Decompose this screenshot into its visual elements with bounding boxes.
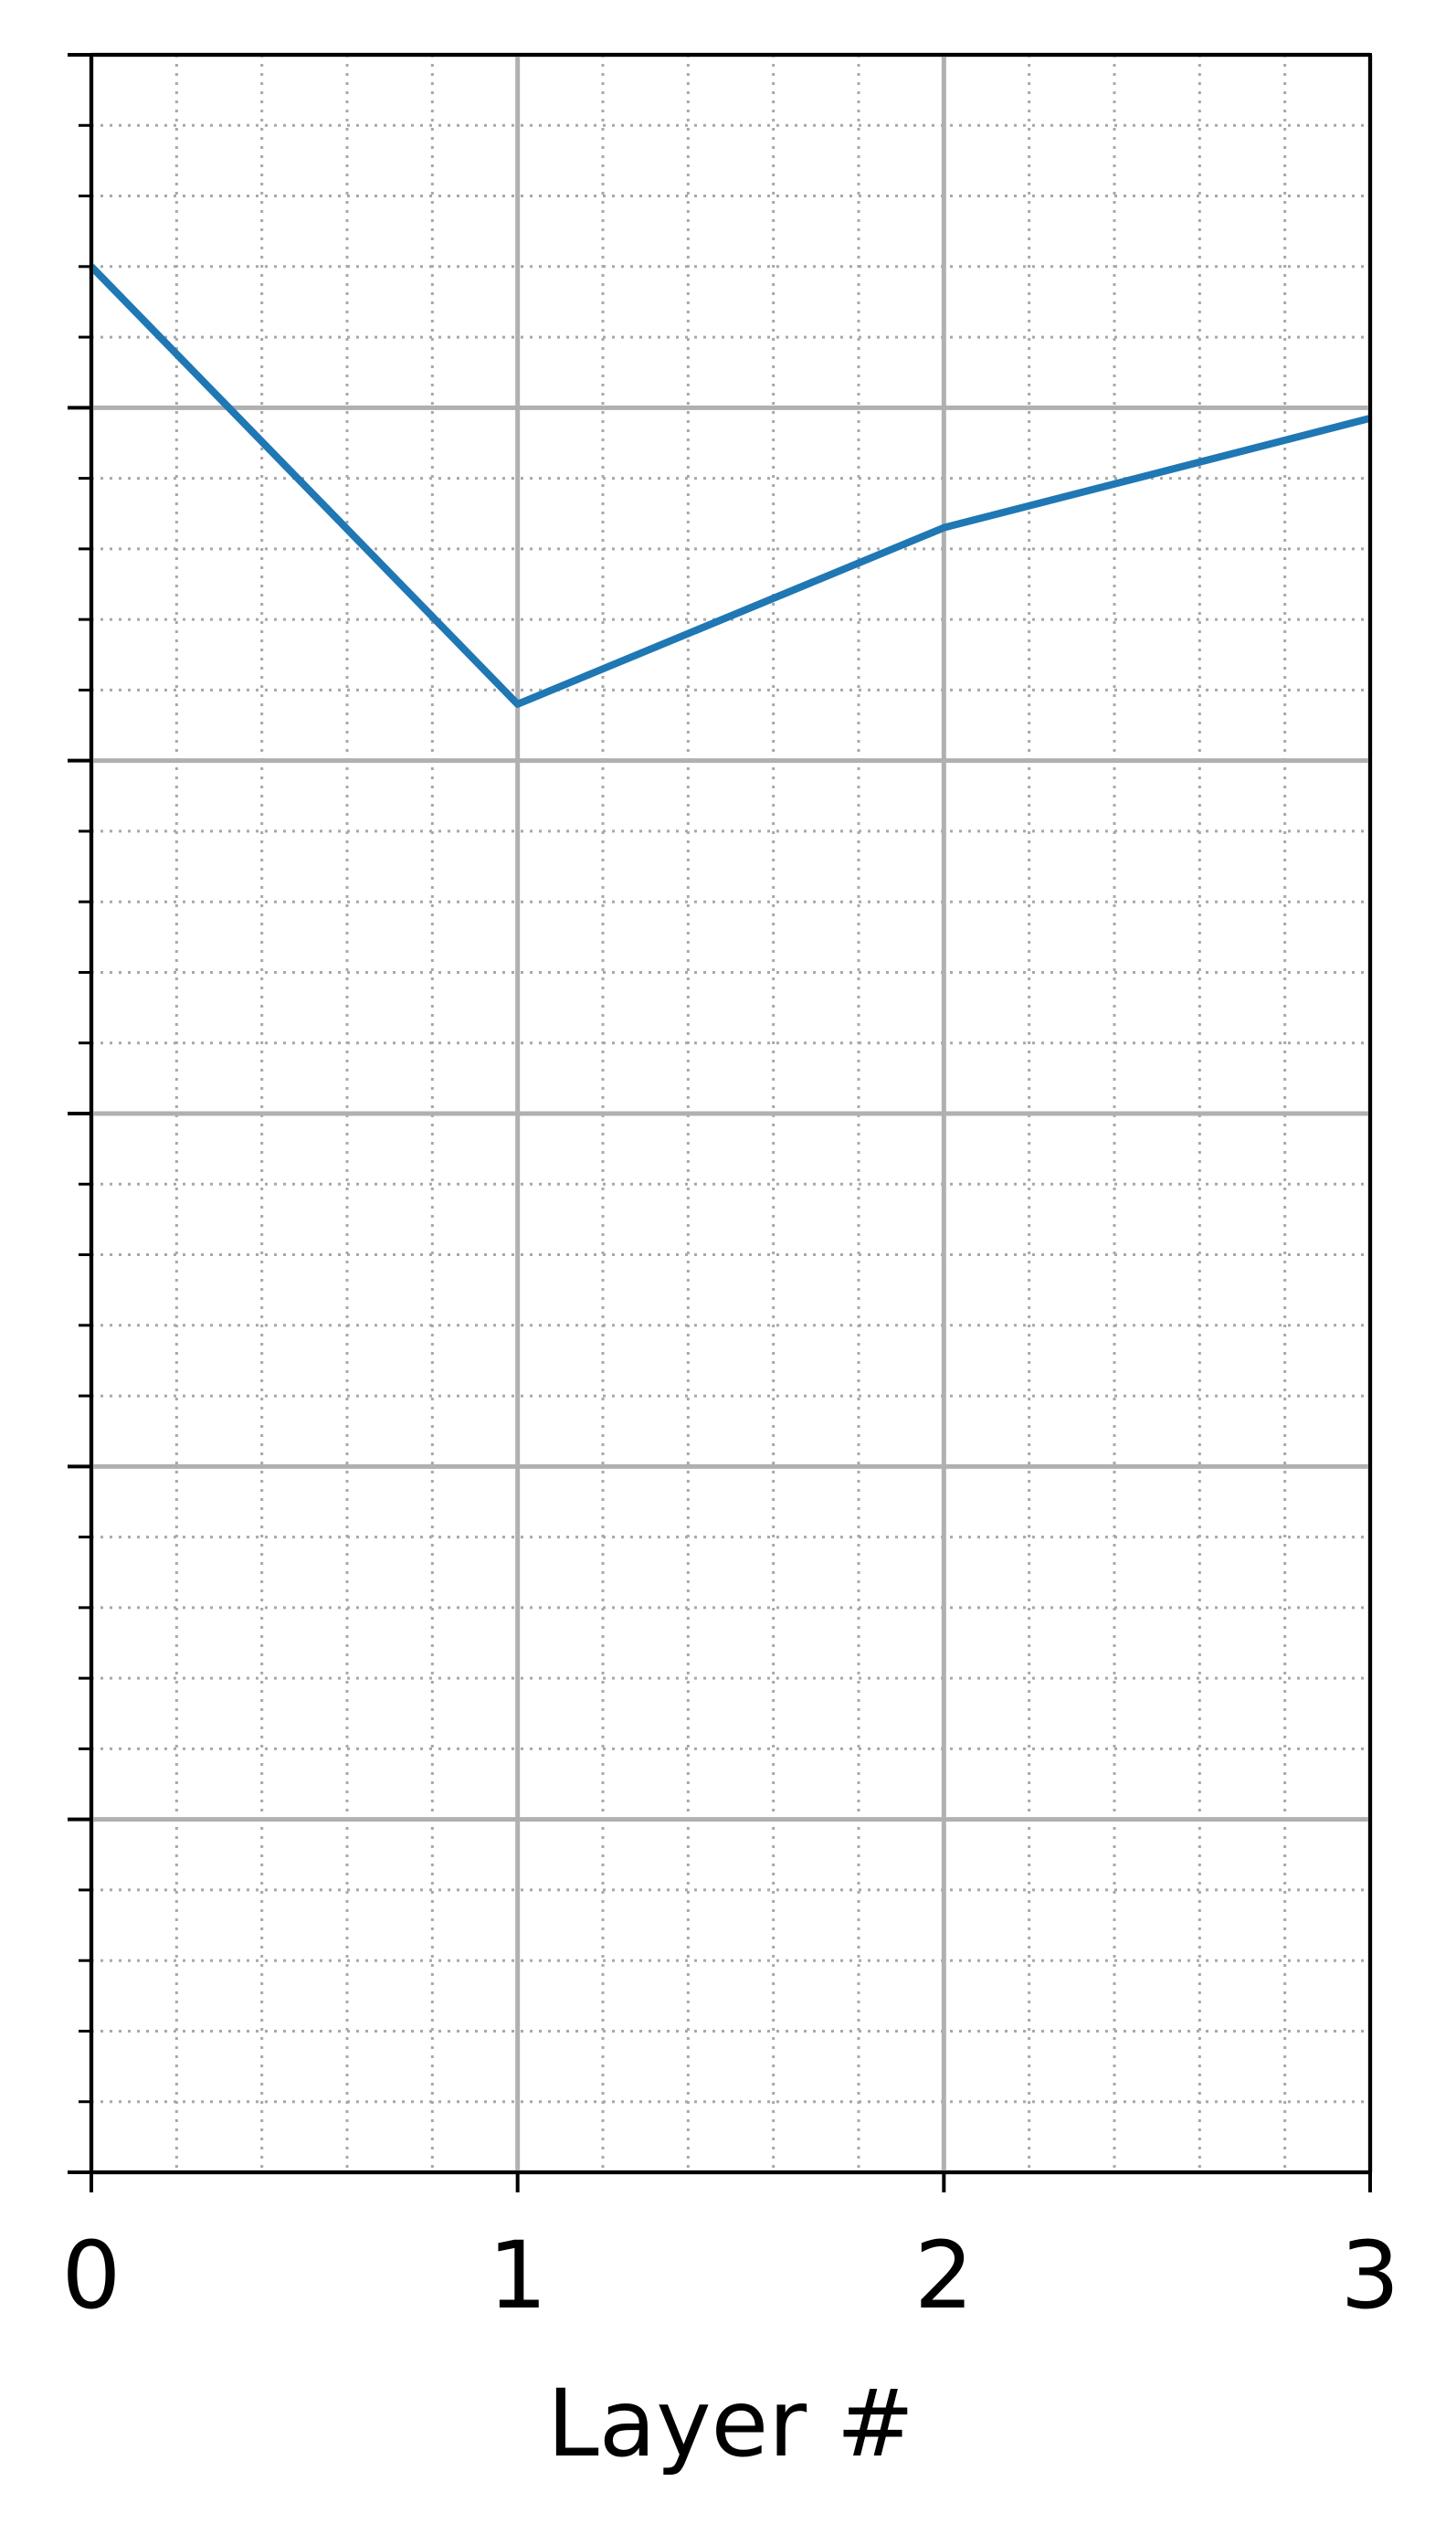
series-line xyxy=(89,264,1371,708)
x-axis-label: Layer # xyxy=(547,2370,914,2478)
x-tick-label: 1 xyxy=(488,2222,547,2330)
x-tick-label: 2 xyxy=(914,2222,974,2330)
x-tick-label: 3 xyxy=(1341,2222,1400,2330)
x-tick-label: 0 xyxy=(62,2222,121,2330)
axis-ticks xyxy=(68,53,1372,2192)
major-grid xyxy=(89,52,1373,2175)
x-tick-labels: 0 1 2 3 xyxy=(62,2222,1400,2330)
series-layer xyxy=(89,264,1371,708)
